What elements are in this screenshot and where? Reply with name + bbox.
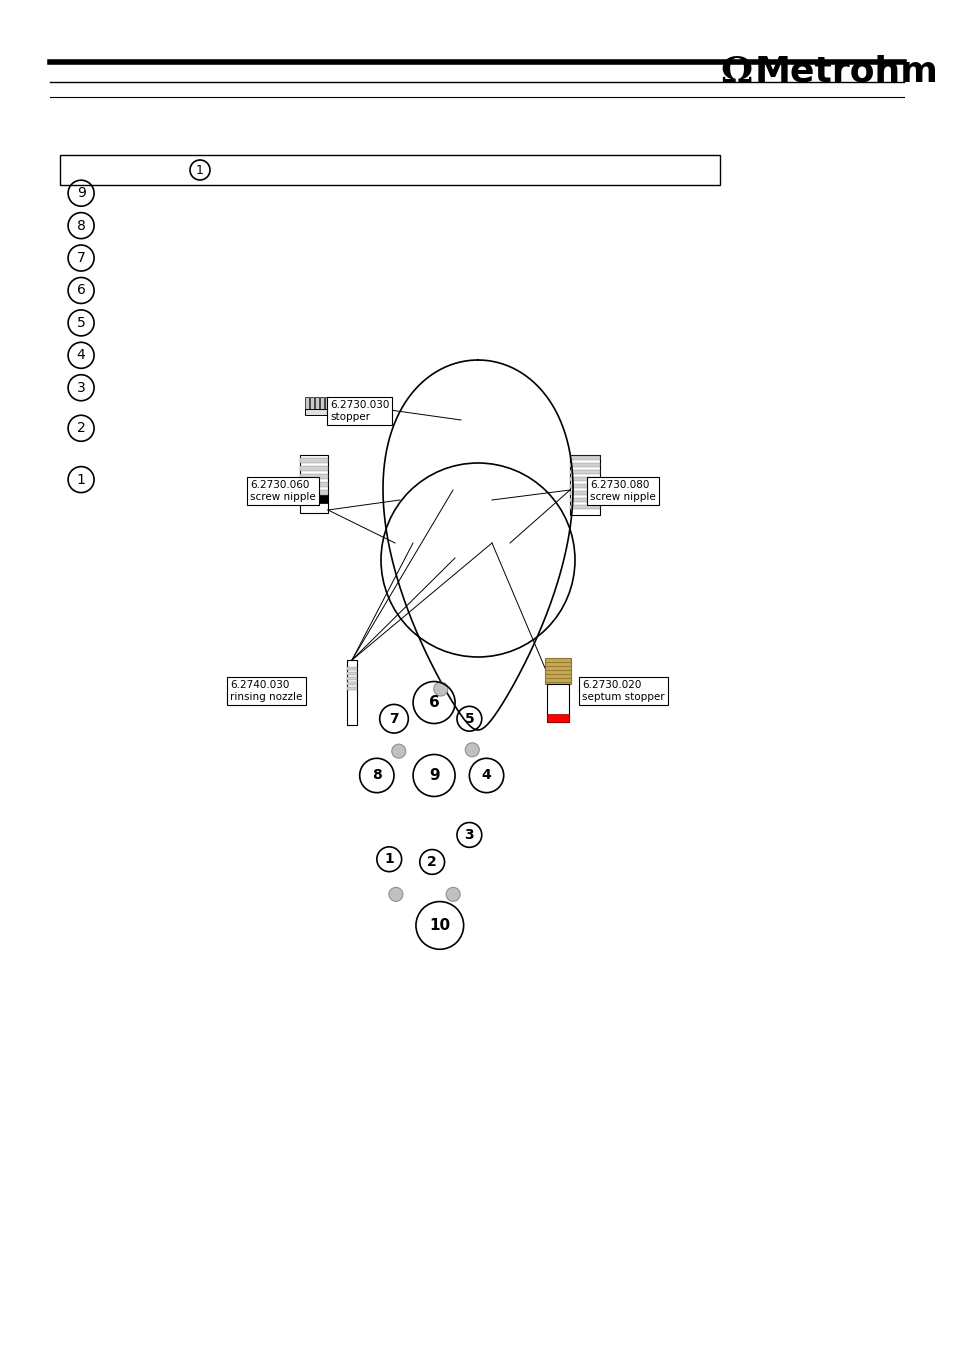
Text: 6: 6: [76, 284, 86, 297]
Circle shape: [392, 744, 405, 758]
Text: 5: 5: [76, 316, 86, 330]
Bar: [347, 688, 356, 690]
Bar: [299, 494, 328, 503]
Bar: [347, 667, 356, 670]
Bar: [569, 499, 599, 503]
Text: Metrohm: Metrohm: [754, 55, 938, 89]
Bar: [299, 455, 328, 513]
Circle shape: [389, 888, 402, 901]
Bar: [569, 477, 599, 481]
Text: 9: 9: [428, 767, 439, 784]
Text: 8: 8: [372, 769, 381, 782]
Circle shape: [465, 743, 478, 757]
FancyBboxPatch shape: [60, 155, 720, 185]
Text: 1: 1: [196, 163, 204, 177]
Bar: [569, 505, 599, 509]
Text: 8: 8: [76, 219, 86, 232]
Text: 5: 5: [464, 712, 474, 725]
Bar: [305, 397, 309, 411]
Text: 1: 1: [76, 473, 86, 486]
Bar: [299, 474, 328, 480]
Text: 2: 2: [76, 422, 86, 435]
Text: 7: 7: [76, 251, 86, 265]
Bar: [546, 684, 568, 721]
Text: 1: 1: [384, 852, 394, 866]
Bar: [319, 397, 324, 411]
Text: 2: 2: [427, 855, 436, 869]
Bar: [569, 455, 599, 515]
Text: 6.2740.030
rinsing nozzle: 6.2740.030 rinsing nozzle: [230, 680, 302, 701]
Circle shape: [446, 888, 459, 901]
Bar: [305, 409, 330, 415]
Text: 6.2730.060
screw nipple: 6.2730.060 screw nipple: [250, 480, 315, 501]
Bar: [569, 457, 599, 459]
Bar: [325, 397, 329, 411]
Text: 4: 4: [76, 349, 86, 362]
Bar: [314, 397, 318, 411]
Text: 7: 7: [389, 712, 398, 725]
Text: 6.2730.020
septum stopper: 6.2730.020 septum stopper: [581, 680, 664, 701]
Bar: [544, 658, 571, 684]
Bar: [310, 397, 314, 411]
Bar: [569, 470, 599, 474]
Bar: [569, 484, 599, 488]
Text: Ω: Ω: [720, 55, 751, 89]
Text: 6: 6: [428, 694, 439, 711]
Circle shape: [434, 682, 447, 696]
Text: 9: 9: [76, 186, 86, 200]
Bar: [347, 677, 356, 680]
Text: 6.2730.080
screw nipple: 6.2730.080 screw nipple: [589, 480, 655, 501]
Bar: [347, 661, 356, 725]
Text: 4: 4: [481, 769, 491, 782]
Bar: [347, 671, 356, 676]
Text: 3: 3: [76, 381, 86, 394]
Bar: [569, 490, 599, 494]
Bar: [299, 490, 328, 494]
Bar: [299, 482, 328, 486]
Bar: [299, 499, 328, 503]
Text: 6.2730.030
stopper: 6.2730.030 stopper: [330, 400, 389, 422]
Bar: [299, 458, 328, 463]
Bar: [546, 713, 568, 721]
Text: 3: 3: [464, 828, 474, 842]
Bar: [299, 466, 328, 471]
Text: 10: 10: [429, 917, 450, 934]
Bar: [569, 463, 599, 467]
Bar: [347, 682, 356, 685]
